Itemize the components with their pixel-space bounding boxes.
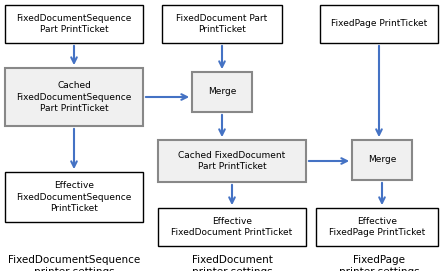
Text: Merge: Merge: [208, 88, 236, 96]
Bar: [316, 208, 438, 246]
Bar: [320, 5, 438, 43]
Bar: [5, 68, 143, 126]
Text: FixedDocumentSequence
printer settings: FixedDocumentSequence printer settings: [8, 255, 140, 271]
Text: Effective
FixedPage PrintTicket: Effective FixedPage PrintTicket: [329, 217, 425, 237]
Text: Effective
FixedDocumentSequence
PrintTicket: Effective FixedDocumentSequence PrintTic…: [16, 181, 132, 213]
Bar: [158, 140, 306, 182]
Text: Effective
FixedDocument PrintTicket: Effective FixedDocument PrintTicket: [171, 217, 293, 237]
Text: FixedDocumentSequence
Part PrintTicket: FixedDocumentSequence Part PrintTicket: [16, 14, 132, 34]
Bar: [352, 140, 412, 180]
Bar: [158, 208, 306, 246]
Text: FixedDocument Part
PrintTicket: FixedDocument Part PrintTicket: [176, 14, 268, 34]
Bar: [162, 5, 282, 43]
Bar: [5, 5, 143, 43]
Text: FixedPage
printer settings: FixedPage printer settings: [339, 255, 419, 271]
Text: FixedPage PrintTicket: FixedPage PrintTicket: [331, 20, 427, 28]
Text: Cached
FixedDocumentSequence
Part PrintTicket: Cached FixedDocumentSequence Part PrintT…: [16, 81, 132, 112]
Text: Merge: Merge: [368, 156, 396, 164]
Bar: [192, 72, 252, 112]
Bar: [5, 172, 143, 222]
Text: FixedDocument
printer settings: FixedDocument printer settings: [191, 255, 273, 271]
Text: Cached FixedDocument
Part PrintTicket: Cached FixedDocument Part PrintTicket: [178, 151, 285, 171]
